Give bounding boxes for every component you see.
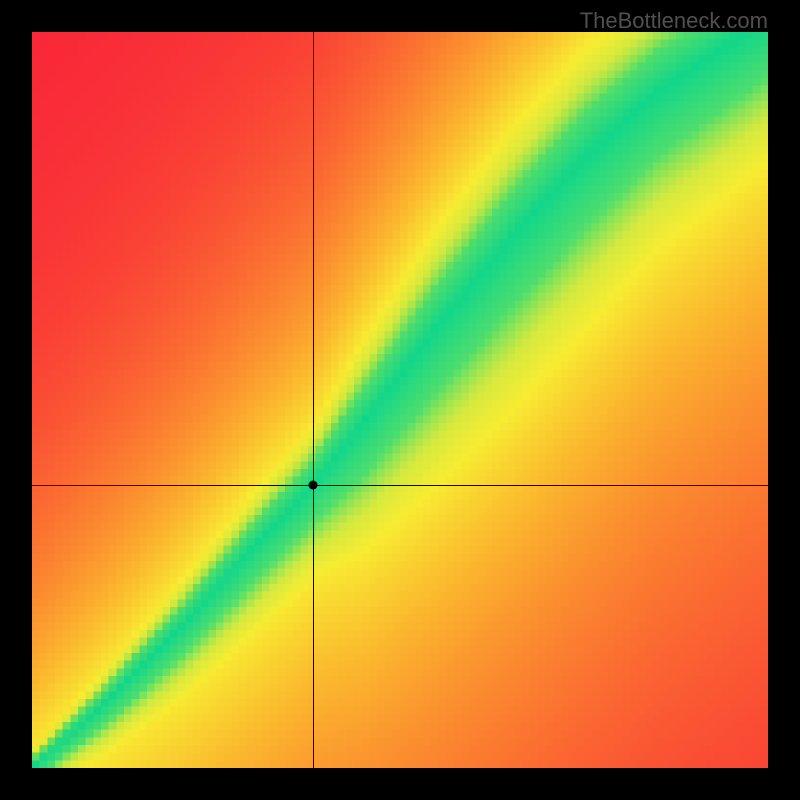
heatmap-canvas (32, 32, 768, 768)
heatmap-plot (32, 32, 768, 768)
crosshair-vertical (313, 32, 314, 768)
watermark-text: TheBottleneck.com (580, 8, 768, 34)
crosshair-marker (309, 480, 318, 489)
crosshair-horizontal (32, 485, 768, 486)
